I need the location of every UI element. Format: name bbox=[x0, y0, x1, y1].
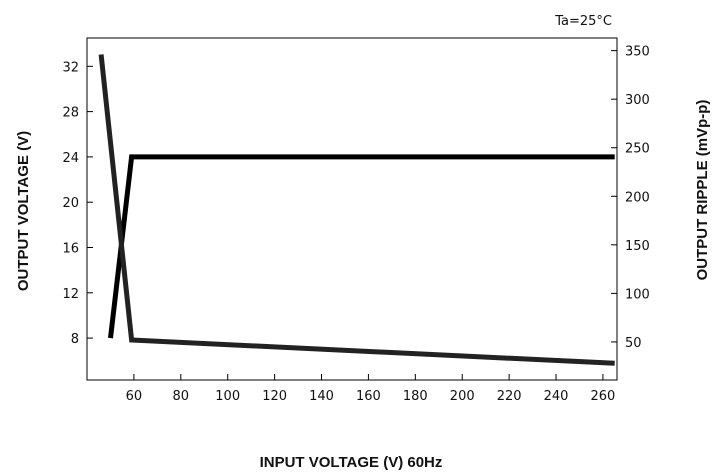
x-tick-label: 220 bbox=[497, 389, 522, 404]
plot-frame bbox=[86, 37, 618, 381]
x-axis-title: INPUT VOLTAGE (V) 60Hz bbox=[260, 454, 443, 471]
y-axis-right: 50 100 150 200 250 300 350 bbox=[611, 45, 650, 351]
condition-label: Ta=25°C bbox=[554, 14, 612, 29]
y-axis-left-title: OUTPUT VOLTAGE (V) bbox=[15, 131, 32, 291]
y-left-tick-label: 20 bbox=[62, 196, 79, 211]
y-right-tick-label: 100 bbox=[625, 287, 650, 302]
y-left-tick-label: 28 bbox=[62, 106, 79, 121]
y-axis-left: 8 12 16 20 24 28 32 bbox=[62, 60, 93, 347]
output-voltage-line bbox=[108, 154, 615, 339]
y-right-tick-label: 350 bbox=[625, 45, 650, 60]
x-tick-label: 180 bbox=[403, 389, 428, 404]
y-left-tick-label: 32 bbox=[62, 60, 79, 75]
y-axis-right-title: OUTPUT RIPPLE (mVp-p) bbox=[694, 100, 711, 281]
y-right-tick-label: 50 bbox=[625, 336, 642, 351]
x-tick-label: 60 bbox=[126, 389, 143, 404]
y-left-tick-label: 12 bbox=[62, 287, 79, 302]
x-tick-label: 80 bbox=[173, 389, 190, 404]
x-tick-label: 100 bbox=[215, 389, 240, 404]
x-axis: 60 80 100 120 140 160 180 200 220 240 260 bbox=[126, 374, 616, 404]
x-tick-label: 120 bbox=[262, 389, 287, 404]
y-right-tick-label: 200 bbox=[625, 190, 650, 205]
output-ripple-line bbox=[98, 54, 615, 366]
series-group bbox=[98, 54, 615, 366]
y-left-tick-label: 24 bbox=[62, 151, 79, 166]
y-right-tick-label: 150 bbox=[625, 239, 650, 254]
x-tick-label: 140 bbox=[309, 389, 334, 404]
x-tick-label: 160 bbox=[356, 389, 381, 404]
x-tick-label: 260 bbox=[591, 389, 616, 404]
y-left-tick-label: 8 bbox=[71, 332, 79, 347]
y-right-tick-label: 250 bbox=[625, 142, 650, 157]
x-tick-label: 200 bbox=[450, 389, 475, 404]
x-tick-label: 240 bbox=[544, 389, 569, 404]
y-right-tick-label: 300 bbox=[625, 93, 650, 108]
y-left-tick-label: 16 bbox=[62, 242, 79, 257]
